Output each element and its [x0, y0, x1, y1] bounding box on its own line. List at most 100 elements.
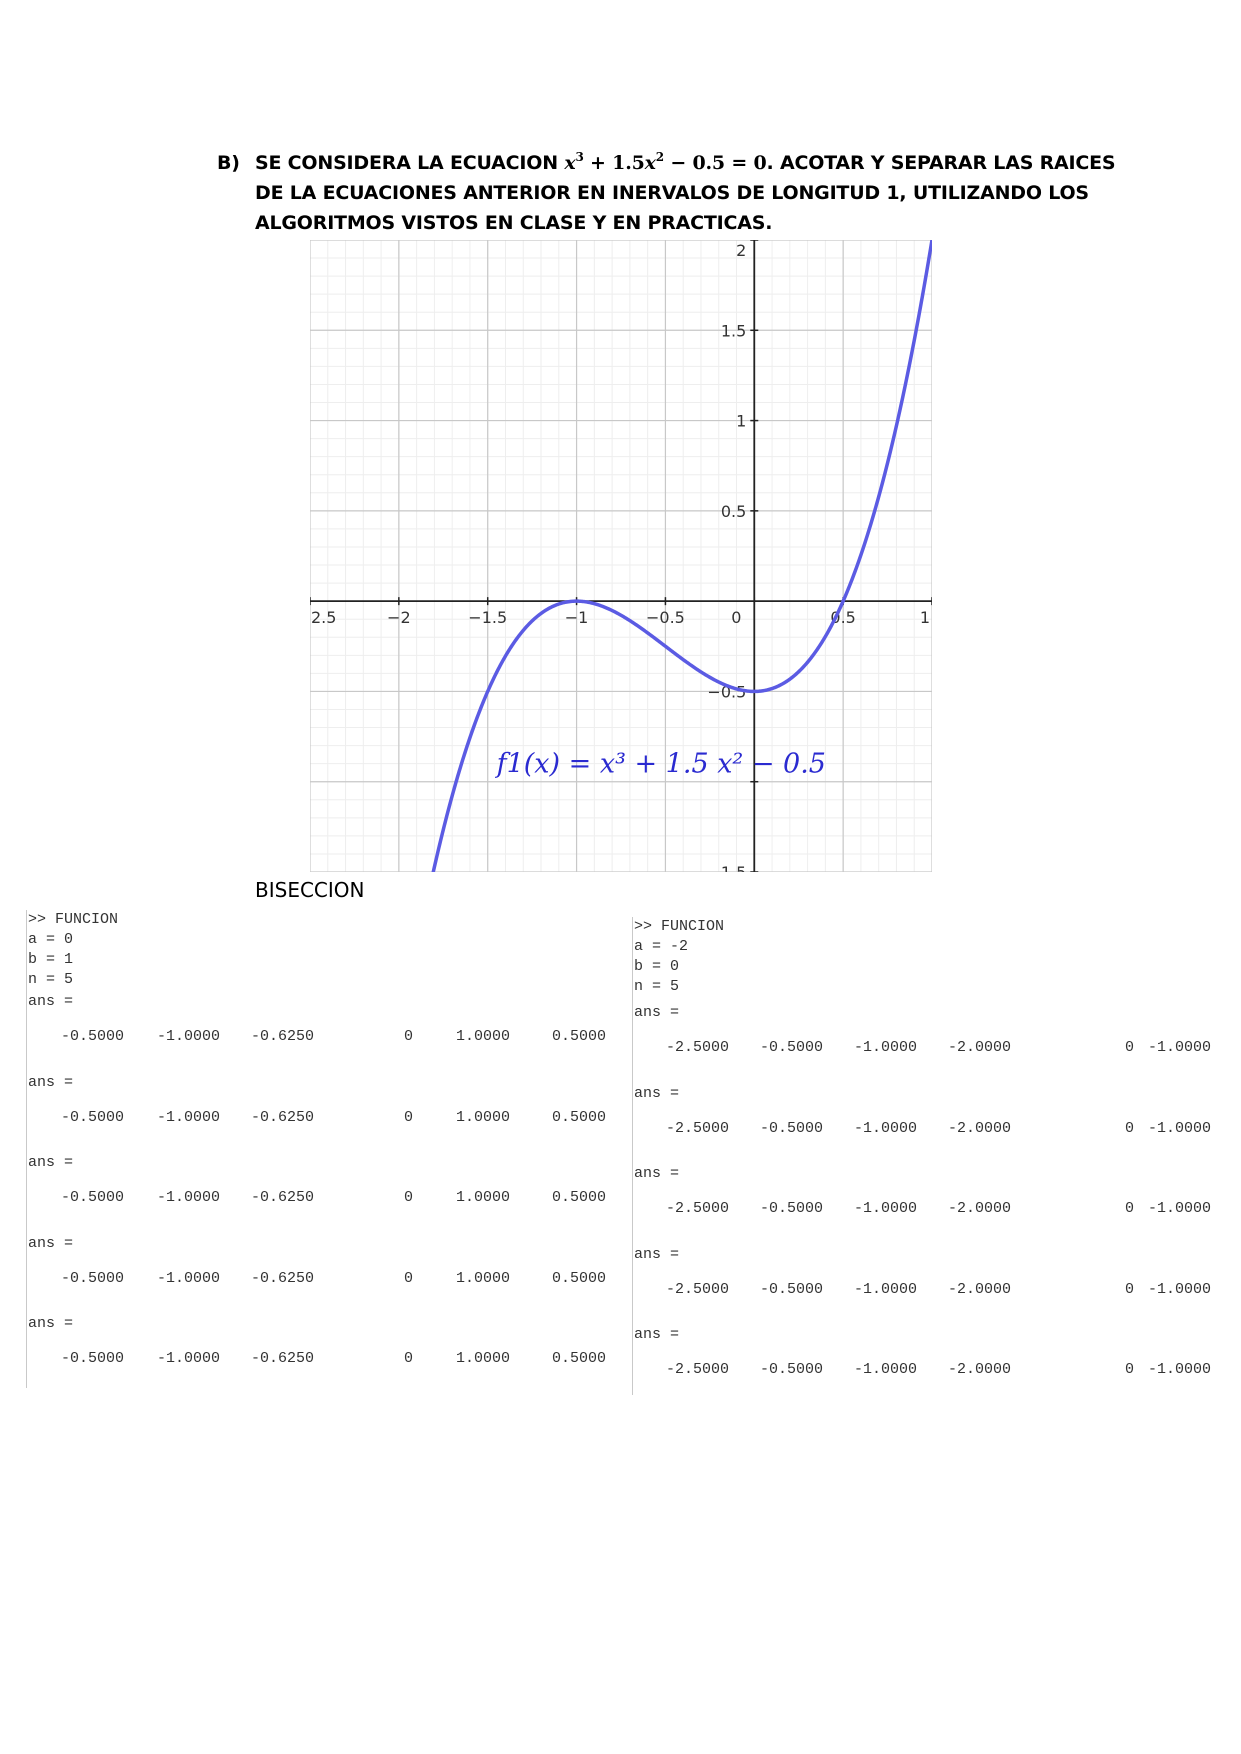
- console-value: 0: [403, 1350, 413, 1367]
- console-value: -2.5000: [665, 1361, 729, 1378]
- function-label: f1(x) = x³ + 1.5 x² − 0.5: [495, 749, 826, 780]
- console-value: -1.0000: [1147, 1361, 1211, 1378]
- console-value: 0: [403, 1028, 413, 1045]
- y-tick-label: 2: [736, 241, 746, 260]
- console-value: 0.5000: [551, 1108, 606, 1126]
- console-value: 0: [1124, 1280, 1134, 1298]
- console-param: b = 1: [28, 951, 74, 968]
- console-value: -0.6250: [250, 1350, 314, 1367]
- equation: x3 + 1.5x2 − 0.5 = 0: [564, 150, 767, 174]
- y-tick-label: 1.5: [721, 321, 746, 340]
- console-ans-label: ans =: [28, 993, 74, 1010]
- console-value: 0.5000: [551, 1189, 606, 1206]
- function-graph: 2.5−2−1.5−1−0.500.51−1.5−0.50.511.52f1(x…: [310, 240, 932, 872]
- console-param: n = 5: [634, 978, 680, 995]
- console-output-right: >> FUNCION a = -2 b = 0 n = 5 ans = -2.5000 -0…: [632, 917, 1212, 1395]
- x-tick-label: 2.5: [311, 608, 336, 627]
- console-ans-label: ans =: [634, 1326, 680, 1343]
- console-value: -0.5000: [759, 1039, 823, 1056]
- problem-line-3: ALGORITMOS VISTOS EN CLASE Y EN PRACTICA…: [255, 212, 773, 234]
- console-value: -2.0000: [947, 1119, 1011, 1137]
- y-tick-label: 1: [736, 412, 746, 431]
- console-value: -1.0000: [853, 1039, 917, 1056]
- problem-line-2: DE LA ECUACIONES ANTERIOR EN INERVALOS D…: [255, 182, 1089, 204]
- console-value: 0.5000: [551, 1028, 606, 1045]
- console-value: 0: [403, 1189, 413, 1206]
- console-value: -2.0000: [947, 1361, 1011, 1378]
- console-value: -1.0000: [853, 1200, 917, 1217]
- problem-line-1: SE CONSIDERA LA ECUACION x3 + 1.5x2 − 0.…: [255, 148, 1116, 178]
- console-value: -0.5000: [759, 1361, 823, 1378]
- console-ans-label: ans =: [28, 1315, 74, 1332]
- console-value: 0.5000: [551, 1350, 606, 1367]
- console-command: >> FUNCION: [634, 918, 725, 935]
- console-value: 1.0000: [455, 1189, 510, 1206]
- x-tick-label: −0.5: [646, 608, 685, 627]
- console-value: 0.5000: [551, 1269, 606, 1287]
- x-tick-label: −2: [387, 608, 411, 627]
- console-value: -1.0000: [1147, 1280, 1211, 1298]
- problem-line-1-start: SE CONSIDERA LA ECUACION: [255, 152, 558, 174]
- console-value: -1.0000: [853, 1280, 917, 1298]
- console-value: 1.0000: [455, 1269, 510, 1287]
- console-command: >> FUNCION: [28, 911, 119, 928]
- console-ans-label: ans =: [28, 1234, 74, 1252]
- console-value: -0.5000: [759, 1200, 823, 1217]
- console-value: -1.0000: [853, 1119, 917, 1137]
- console-value: 0: [1124, 1200, 1134, 1217]
- console-param: a = -2: [634, 938, 689, 955]
- console-value: 0: [403, 1269, 413, 1287]
- y-tick-label: −1.5: [707, 863, 746, 872]
- x-tick-label: 1: [920, 608, 930, 627]
- console-value: -0.6250: [250, 1189, 314, 1206]
- console-ans-label: ans =: [634, 1084, 680, 1102]
- console-value: -0.5000: [60, 1350, 124, 1367]
- console-value: -0.5000: [60, 1108, 124, 1126]
- console-value: -2.5000: [665, 1280, 729, 1298]
- console-ans-label: ans =: [28, 1073, 74, 1091]
- console-value: 0: [1124, 1119, 1134, 1137]
- console-ans-label: ans =: [634, 1165, 680, 1182]
- console-value: -0.6250: [250, 1028, 314, 1045]
- problem-line-1-end: . ACOTAR Y SEPARAR LAS RAICES: [766, 152, 1116, 174]
- x-tick-label: −1.5: [468, 608, 507, 627]
- console-value: -2.5000: [665, 1200, 729, 1217]
- console-value: -1.0000: [156, 1269, 220, 1287]
- console-value: -1.0000: [156, 1028, 220, 1045]
- x-tick-label: −1: [565, 608, 589, 627]
- console-ans-label: ans =: [634, 1245, 680, 1263]
- console-param: a = 0: [28, 931, 74, 948]
- console-value: -2.0000: [947, 1039, 1011, 1056]
- console-value: -0.5000: [60, 1269, 124, 1287]
- console-value: -1.0000: [156, 1350, 220, 1367]
- console-ans-label: ans =: [634, 1004, 680, 1021]
- console-value: -1.0000: [156, 1189, 220, 1206]
- console-value: -0.5000: [60, 1189, 124, 1206]
- console-output-left: >> FUNCION a = 0 b = 1 n = 5 ans = -0.5000 -1.…: [26, 910, 626, 1388]
- console-value: -2.0000: [947, 1200, 1011, 1217]
- console-border: [26, 910, 27, 1388]
- console-value: 0: [403, 1108, 413, 1126]
- console-value: -0.5000: [60, 1028, 124, 1045]
- console-value: 0: [1124, 1039, 1134, 1056]
- console-value: 1.0000: [455, 1028, 510, 1045]
- console-border: [632, 917, 633, 1395]
- console-value: -1.0000: [1147, 1119, 1211, 1137]
- console-value: 1.0000: [455, 1108, 510, 1126]
- console-value: -0.5000: [759, 1280, 823, 1298]
- console-value: 0: [1124, 1361, 1134, 1378]
- console-value: 1.0000: [455, 1350, 510, 1367]
- console-value: -0.6250: [250, 1269, 314, 1287]
- console-ans-label: ans =: [28, 1154, 74, 1171]
- series-line-f1: [431, 240, 932, 872]
- problem-marker: B): [217, 152, 240, 174]
- console-value: -2.5000: [665, 1119, 729, 1137]
- console-param: b = 0: [634, 958, 680, 975]
- console-value: -1.0000: [853, 1361, 917, 1378]
- console-value: -1.0000: [156, 1108, 220, 1126]
- console-value: -2.5000: [665, 1039, 729, 1056]
- console-param: n = 5: [28, 971, 74, 988]
- console-value: -1.0000: [1147, 1039, 1211, 1056]
- y-tick-label: 0.5: [721, 502, 746, 521]
- console-value: -0.6250: [250, 1108, 314, 1126]
